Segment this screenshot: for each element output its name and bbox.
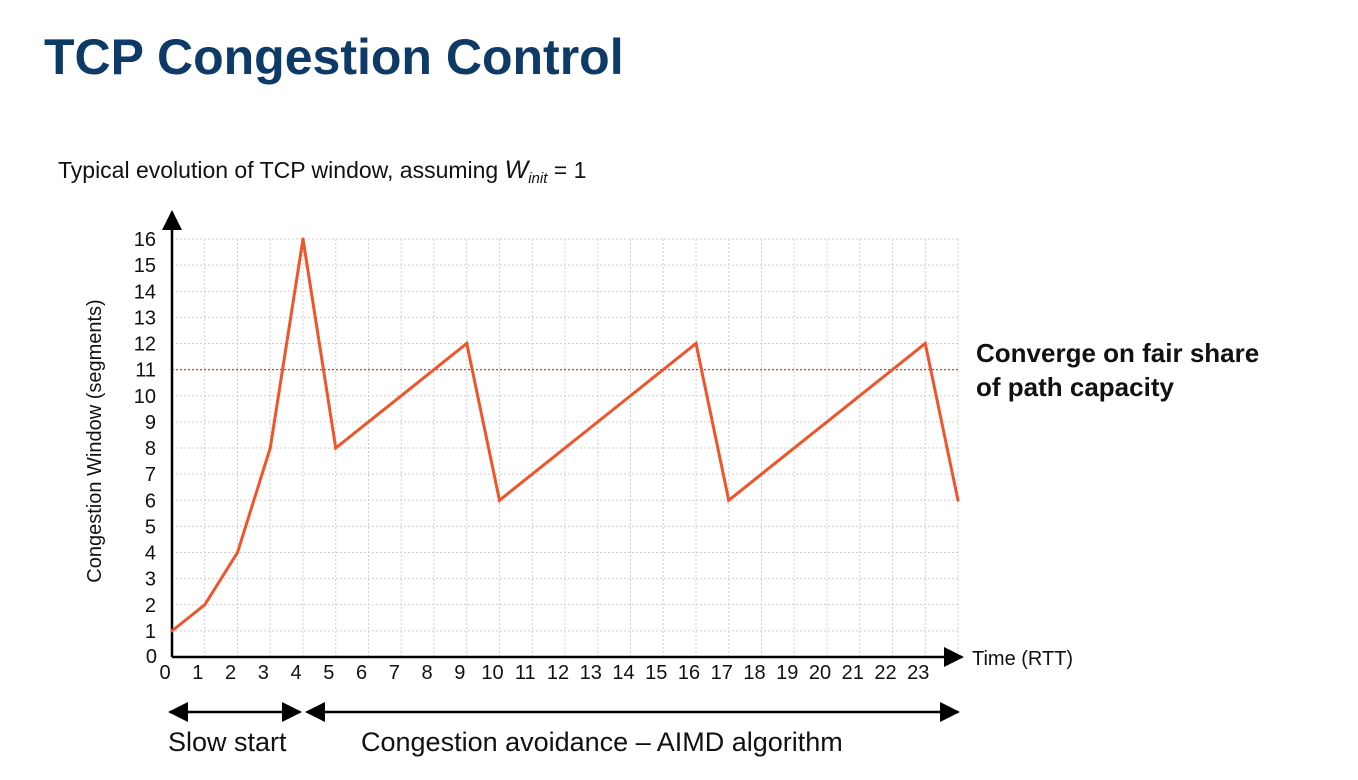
- x-tick-label: 0: [159, 662, 170, 684]
- chart-subtitle: Typical evolution of TCP window, assumin…: [58, 156, 586, 187]
- x-tick-label: 8: [421, 662, 432, 684]
- x-tick-label: 7: [389, 662, 400, 684]
- y-tick-label: 1: [145, 621, 156, 643]
- y-tick-label: 16: [134, 229, 156, 251]
- series-point: [236, 551, 239, 554]
- y-axis-title: Congestion Window (segments): [84, 299, 106, 582]
- x-tick-label: 1: [192, 662, 203, 684]
- y-tick-label: 15: [134, 255, 156, 277]
- series-point: [694, 342, 698, 345]
- x-tick-label: 19: [776, 662, 798, 684]
- subtitle-variable: W: [504, 156, 529, 184]
- x-tick-label: 4: [290, 662, 301, 684]
- y-tick-label: 2: [145, 595, 156, 617]
- x-tick-label: 18: [743, 662, 765, 684]
- subtitle-subscript: init: [528, 170, 548, 187]
- y-tick-label: 0: [146, 646, 157, 668]
- y-tick-label: 12: [134, 334, 156, 356]
- series-point: [923, 342, 927, 345]
- y-tick-label: 14: [134, 281, 156, 303]
- y-tick-label: 3: [145, 569, 156, 591]
- slide-title: TCP Congestion Control: [44, 29, 624, 85]
- y-tick-label: 10: [134, 386, 156, 408]
- x-tick-label: 13: [580, 662, 602, 684]
- x-tick-label: 22: [874, 662, 896, 684]
- y-tick-label: 4: [145, 543, 156, 565]
- y-tick-label: 7: [145, 464, 156, 486]
- x-tick-label: 15: [645, 662, 667, 684]
- y-tick-label: 13: [134, 307, 156, 329]
- subtitle-suffix: = 1: [547, 157, 587, 183]
- y-tick-label: 9: [145, 412, 156, 434]
- x-tick-label: 10: [481, 662, 503, 684]
- y-tick-label: 11: [135, 360, 156, 382]
- x-tick-label: 5: [323, 662, 334, 684]
- x-tick-label: 17: [711, 662, 733, 684]
- y-tick-label: 8: [145, 438, 156, 460]
- series-point: [268, 446, 272, 450]
- x-tick-label: 9: [454, 662, 465, 684]
- series-point: [334, 446, 338, 450]
- x-tick-label: 11: [515, 662, 536, 684]
- series-point: [203, 603, 207, 607]
- slow-start-label: Slow start: [168, 727, 287, 757]
- x-tick-label: 14: [612, 662, 634, 684]
- y-tick-label: 6: [145, 490, 156, 512]
- callout-line-2: of path capacity: [976, 372, 1174, 402]
- callout-line-1: Converge on fair share: [976, 338, 1260, 368]
- x-axis-title: Time (RTT): [972, 648, 1073, 670]
- series-point: [170, 629, 174, 633]
- congestion-avoidance-label: Congestion avoidance – AIMD algorithm: [361, 727, 843, 757]
- x-tick-label: 20: [809, 662, 831, 684]
- y-tick-label: 5: [145, 516, 156, 538]
- x-tick-label: 12: [547, 662, 569, 684]
- subtitle-prefix: Typical evolution of TCP window, assumin…: [58, 157, 505, 183]
- series-point: [465, 342, 469, 345]
- series-line: [171, 238, 960, 633]
- series-point: [956, 498, 960, 502]
- series-point: [727, 498, 731, 502]
- x-tick-label: 23: [907, 662, 929, 684]
- x-tick-labels: 0 1 2 3 4 5 6 7 8 9 10 11 12 13 14 15 16 17 18 19 20 21 22 23: [159, 662, 929, 684]
- x-tick-label: 2: [225, 662, 236, 684]
- series-layer: [170, 237, 960, 633]
- x-tick-label: 3: [258, 662, 269, 684]
- series-point: [301, 237, 305, 241]
- x-tick-label: 21: [842, 662, 864, 684]
- x-tick-label: 16: [678, 662, 700, 684]
- series-point: [498, 498, 501, 502]
- fair-share-callout: Converge on fair share of path capacity: [976, 336, 1259, 404]
- x-tick-label: 6: [356, 662, 367, 684]
